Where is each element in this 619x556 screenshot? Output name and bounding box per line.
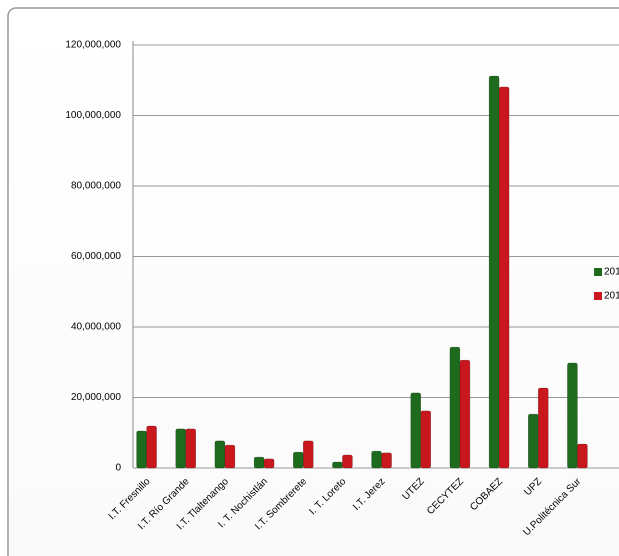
y-tick-label: 80,000,000 [71, 181, 121, 192]
legend-label: 201 [604, 291, 619, 302]
bar [175, 428, 186, 469]
bar [420, 410, 431, 469]
bar [342, 454, 353, 469]
y-tick-label: 60,000,000 [71, 251, 121, 262]
bar [381, 452, 392, 469]
bar [224, 444, 236, 469]
bar [293, 451, 304, 469]
bar [263, 458, 275, 469]
bar [136, 430, 147, 469]
bar [528, 413, 539, 469]
y-tick-label: 100,000,000 [65, 110, 121, 121]
bar [371, 450, 382, 469]
y-tick-label: 20,000,000 [71, 392, 121, 403]
bar [303, 440, 314, 469]
bar [567, 362, 578, 469]
legend-swatch [594, 292, 602, 300]
bar [185, 428, 196, 469]
bar [488, 75, 500, 469]
bar [253, 456, 265, 469]
bar [214, 440, 226, 469]
bar [449, 346, 461, 469]
legend-swatch [594, 268, 602, 276]
bar [459, 359, 471, 469]
chart-frame [7, 7, 619, 556]
bar [538, 387, 549, 469]
bar [498, 86, 510, 469]
bar [146, 425, 157, 469]
y-tick-label: 0 [115, 463, 121, 474]
bar [577, 443, 588, 469]
legend-label: 201 [604, 267, 619, 278]
y-tick-label: 120,000,000 [65, 40, 121, 51]
y-tick-label: 40,000,000 [71, 322, 121, 333]
bar [410, 392, 421, 469]
bar [332, 461, 343, 469]
